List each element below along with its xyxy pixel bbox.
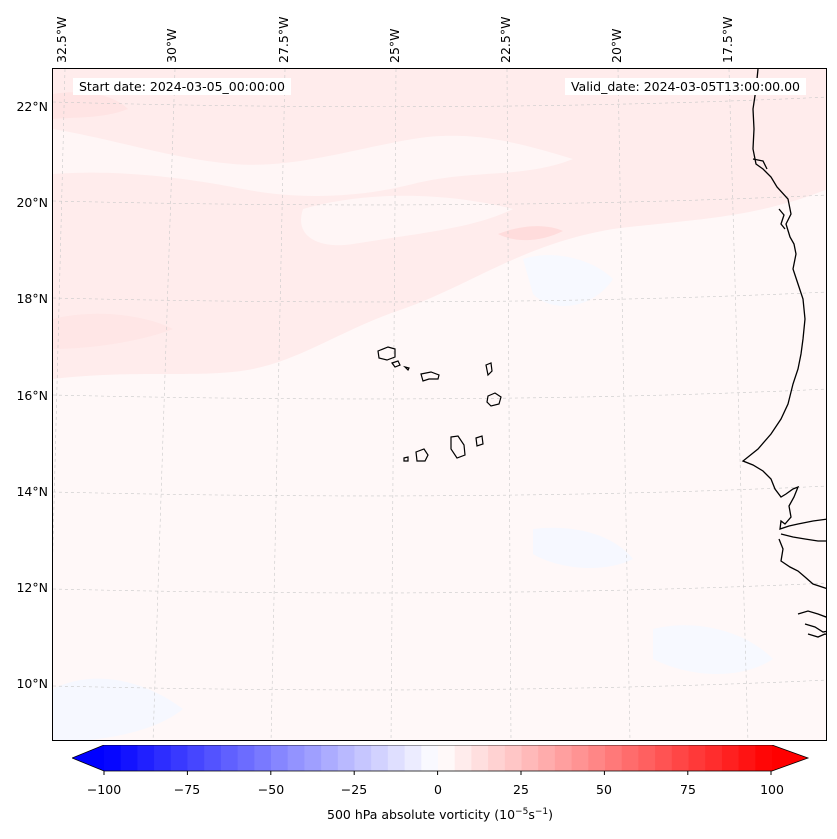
island-brava	[403, 456, 409, 462]
colorbar-segment	[170, 745, 188, 771]
latitude-label-10n: 10°N	[16, 676, 48, 691]
colorbar-segment	[237, 745, 255, 771]
colorbar-segment	[187, 745, 205, 771]
colorbar-outline	[72, 745, 810, 772]
colorbar-segment	[271, 745, 289, 771]
longitude-label-32-5w: 32.5°W	[54, 16, 69, 63]
colorbar-segment	[287, 745, 305, 771]
colorbar-segment	[387, 745, 406, 771]
negative-vorticity-patch-2	[533, 527, 633, 569]
colorbar-tick-100: 100	[760, 782, 784, 797]
stronger-positive-patch-2	[53, 92, 128, 119]
colorbar-segment	[705, 745, 723, 771]
longitude-label-25w: 25°W	[387, 28, 402, 63]
island-maio	[475, 435, 484, 447]
colorbar-segment	[755, 745, 773, 771]
colorbar-tick-minus-50: −50	[257, 782, 285, 797]
longitude-label-20w: 20°W	[609, 28, 624, 63]
island-sao-nicolau	[420, 371, 440, 382]
colorbar-segment	[488, 745, 506, 771]
colorbar-segment	[254, 745, 272, 771]
colorbar-segment	[554, 745, 573, 771]
colorbar-label: 500 hPa absolute vorticity (10−5s−1)	[326, 807, 554, 823]
colorbar-segment	[154, 745, 172, 771]
colorbar-extend-min	[72, 745, 104, 771]
colorbar-segment	[588, 745, 606, 771]
colorbar-tick-0: 0	[434, 782, 442, 797]
colorbar-tick-75: 75	[680, 782, 696, 797]
latitude-label-12n: 12°N	[16, 580, 48, 595]
colorbar-segment	[404, 745, 422, 771]
island-sao-vicente	[391, 360, 401, 368]
colorbar-segment	[721, 745, 740, 771]
colorbar-segment	[454, 745, 472, 771]
colorbar-ticks	[103, 771, 772, 775]
light-band-north	[53, 129, 573, 196]
colorbar-segment	[220, 745, 239, 771]
longitude-label-17-5w: 17.5°W	[720, 16, 735, 63]
latitude-label-20n: 20°N	[16, 195, 48, 210]
vorticity-map: Start date: 2024-03-05_00:00:00 Valid_da…	[52, 68, 827, 741]
colorbar-segment	[521, 745, 539, 771]
colorbar-segment	[471, 745, 489, 771]
map-canvas	[53, 69, 826, 740]
colorbar-segment	[321, 745, 339, 771]
negative-vorticity-patch-4	[653, 625, 773, 674]
light-band-mid	[301, 195, 513, 246]
stronger-positive-patch	[498, 226, 563, 241]
colorbar-extend-max	[772, 745, 808, 771]
negative-vorticity-patch-3	[53, 678, 183, 740]
colorbar-tick-25: 25	[513, 782, 529, 797]
west-africa-coastline	[741, 69, 826, 638]
island-santa-luzia	[403, 365, 410, 372]
colorbar-tick-50: 50	[596, 782, 612, 797]
colorbar-segment	[738, 745, 756, 771]
colorbar-segment	[104, 745, 122, 771]
vorticity-field	[53, 69, 826, 740]
colorbar-segment	[438, 745, 456, 771]
graticule	[53, 69, 826, 740]
colorbar-segment	[371, 745, 389, 771]
island-fogo	[415, 448, 429, 462]
colorbar-tick-minus-25: −25	[340, 782, 368, 797]
colorbar-segment	[304, 745, 322, 771]
island-sal	[485, 362, 493, 377]
colorbar-segment	[571, 745, 589, 771]
colorbar-segment	[421, 745, 439, 771]
colorbar-segment	[120, 745, 138, 771]
colorbar-segment	[671, 745, 689, 771]
longitude-label-22-5w: 22.5°W	[498, 16, 513, 63]
vorticity-colorbar	[72, 745, 810, 775]
latitude-label-18n: 18°N	[16, 291, 48, 306]
colorbar-segments	[72, 745, 808, 771]
latitude-label-16n: 16°N	[16, 388, 48, 403]
colorbar-segment	[504, 745, 522, 771]
colorbar-segment	[605, 745, 623, 771]
cape-verde-islands	[377, 346, 502, 462]
colorbar-tick-minus-75: −75	[173, 782, 201, 797]
colorbar-segment	[655, 745, 673, 771]
valid-date-label: Valid_date: 2024-03-05T13:00:00.00	[564, 78, 806, 95]
island-boa-vista	[486, 392, 502, 407]
colorbar-segment	[638, 745, 656, 771]
colorbar-segment	[354, 745, 372, 771]
colorbar-tick-minus-100: −100	[86, 782, 122, 797]
island-santo-antao	[377, 346, 396, 361]
colorbar-segment	[337, 745, 355, 771]
negative-vorticity-patch	[523, 255, 613, 306]
colorbar-segment	[538, 745, 556, 771]
stronger-positive-patch-3	[53, 313, 173, 349]
longitude-label-27-5w: 27.5°W	[276, 16, 291, 63]
colorbar-segment	[688, 745, 706, 771]
longitude-label-30w: 30°W	[164, 28, 179, 63]
colorbar-segment	[137, 745, 155, 771]
latitude-label-22n: 22°N	[16, 99, 48, 114]
colorbar-segment	[621, 745, 639, 771]
start-date-label: Start date: 2024-03-05_00:00:00	[73, 78, 291, 95]
island-santiago	[450, 435, 466, 459]
latitude-label-14n: 14°N	[16, 484, 48, 499]
colorbar-segment	[204, 745, 222, 771]
